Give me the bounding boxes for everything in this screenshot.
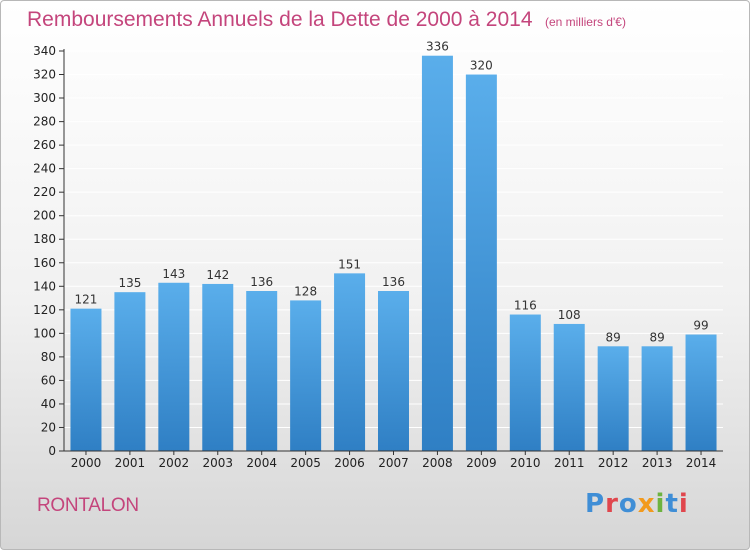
data-label: 336 [426,40,449,54]
x-tick-label: 2014 [686,456,717,470]
data-label: 99 [693,319,708,333]
y-tick-label: 40 [41,397,56,411]
bar [685,334,717,451]
data-label: 108 [558,308,581,322]
x-tick-label: 2007 [378,456,409,470]
y-tick-label: 280 [33,115,56,129]
x-tick-label: 2002 [159,456,190,470]
x-tick-label: 2008 [422,456,453,470]
x-tick-label: 2003 [202,456,233,470]
y-tick-label: 220 [33,185,56,199]
data-label: 136 [250,275,273,289]
y-tick-label: 120 [33,303,56,317]
commune-name: RONTALON [37,495,139,516]
data-label: 136 [382,275,405,289]
data-label: 128 [294,284,317,298]
data-label: 89 [649,330,664,344]
y-tick-label: 260 [33,138,56,152]
y-tick-label: 100 [33,326,56,340]
y-tick-label: 240 [33,162,56,176]
bar [421,55,453,452]
labels: 0 20 40 60 80 100 120 140 160 180 200 220 240 260 280 3… [33,40,716,470]
axes [59,49,723,455]
bar [246,291,278,451]
bar-chart: 0 20 40 60 80 100 120 140 160 180 200 220 240 260 280 3… [33,40,723,470]
data-label: 116 [514,299,537,313]
y-tick-label: 340 [33,44,56,58]
chart-unit: (en milliers d'€) [544,15,626,29]
x-tick-label: 2000 [71,456,102,470]
bars [70,55,717,452]
bar [597,346,629,451]
x-tick-label: 2004 [246,456,277,470]
y-tick-label: 180 [33,232,56,246]
data-label: 143 [162,267,185,281]
y-tick-label: 20 [41,420,56,434]
y-tick-label: 60 [41,373,56,387]
bar [509,314,541,451]
bar [290,300,322,451]
x-tick-label: 2006 [334,456,365,470]
data-label: 89 [606,330,621,344]
bar [202,283,234,451]
y-tick-label: 320 [33,68,56,82]
data-label: 151 [338,257,361,271]
data-label: 135 [118,276,141,290]
y-tick-label: 140 [33,279,56,293]
bar [465,74,497,451]
x-tick-label: 2010 [510,456,541,470]
x-tick-label: 2001 [115,456,146,470]
bar [378,291,409,451]
y-tick-label: 200 [33,209,56,223]
y-tick-label: 300 [33,91,56,105]
chart-title-row: Remboursements Annuels de la Dette de 20… [27,8,626,32]
bar [334,273,366,451]
chart-title: Remboursements Annuels de la Dette de 20… [27,8,533,31]
y-tick-label: 160 [33,256,56,270]
x-tick-label: 2012 [598,456,629,470]
bar [641,346,673,451]
bar [70,308,102,451]
bar [553,323,585,451]
data-label: 121 [75,293,98,307]
x-tick-label: 2013 [642,456,673,470]
bar [158,282,190,451]
x-tick-label: 2009 [466,456,497,470]
data-label: 142 [206,268,229,282]
y-tick-label: 0 [48,444,56,458]
x-tick-label: 2005 [290,456,321,470]
proxiti-logo: Proxiti [585,489,689,519]
data-label: 320 [470,59,493,73]
x-tick-label: 2011 [554,456,585,470]
y-tick-label: 80 [41,350,56,364]
bar [114,292,146,451]
